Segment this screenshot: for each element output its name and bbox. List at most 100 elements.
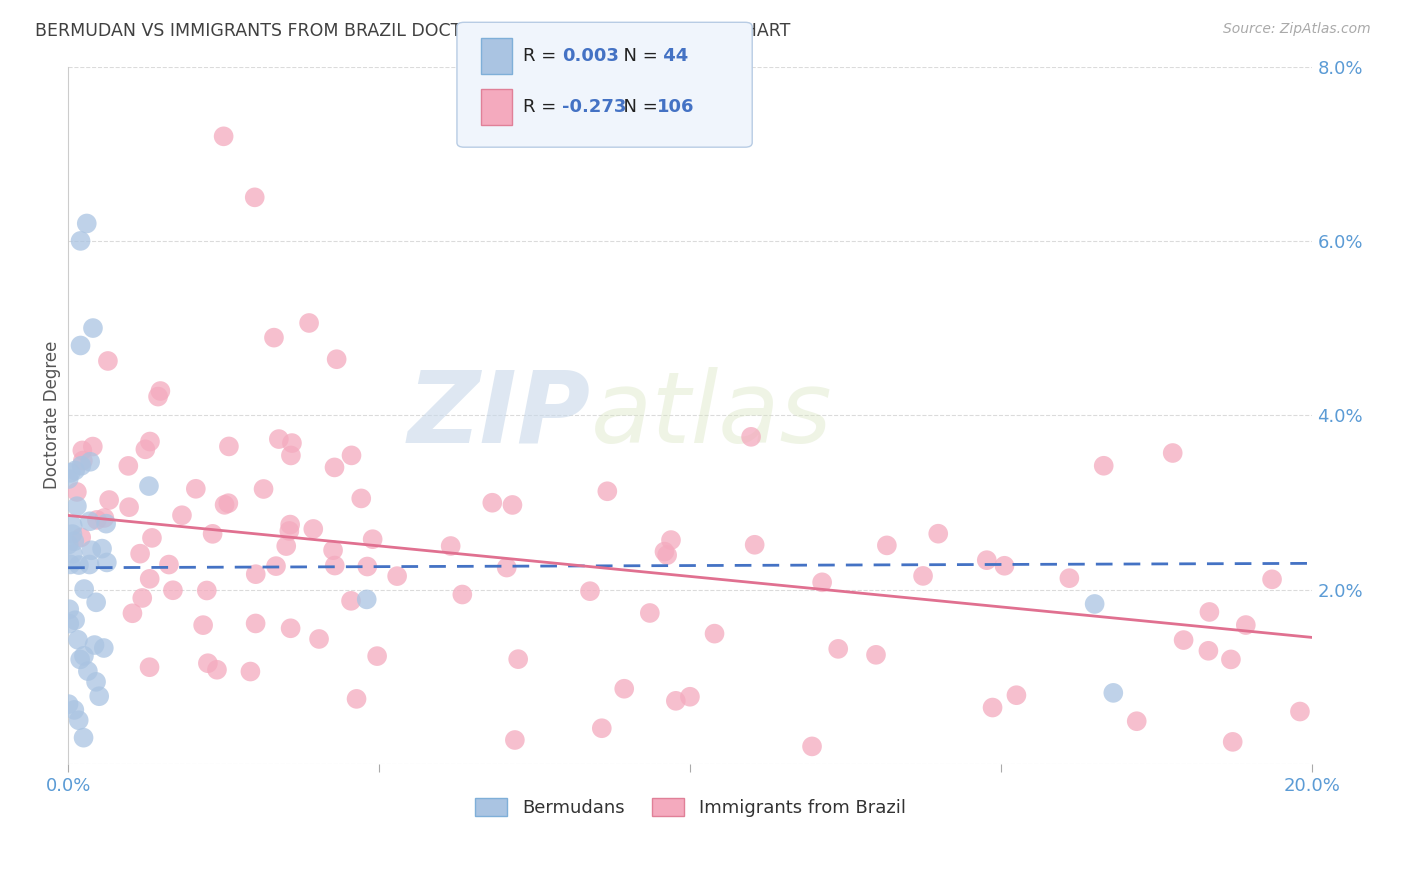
Point bbox=[361, 532, 384, 546]
Point bbox=[1234, 618, 1257, 632]
Point bbox=[94, 516, 117, 531]
Point bbox=[927, 526, 949, 541]
Point bbox=[278, 524, 301, 538]
Point bbox=[1173, 633, 1195, 648]
Point bbox=[280, 449, 302, 463]
Point bbox=[69, 652, 91, 666]
Text: BERMUDAN VS IMMIGRANTS FROM BRAZIL DOCTORATE DEGREE CORRELATION CHART: BERMUDAN VS IMMIGRANTS FROM BRAZIL DOCTO… bbox=[35, 22, 790, 40]
Point bbox=[503, 733, 526, 747]
Point bbox=[218, 439, 240, 453]
Point bbox=[579, 584, 602, 599]
Point bbox=[162, 583, 184, 598]
Point bbox=[239, 665, 262, 679]
Point bbox=[89, 690, 111, 704]
Point bbox=[79, 455, 101, 469]
Point bbox=[63, 463, 86, 477]
Point bbox=[77, 664, 100, 678]
Point bbox=[276, 539, 298, 553]
Point bbox=[323, 460, 346, 475]
Point bbox=[827, 641, 849, 656]
Point bbox=[70, 458, 93, 473]
Point bbox=[62, 527, 84, 541]
Legend: Bermudans, Immigrants from Brazil: Bermudans, Immigrants from Brazil bbox=[468, 790, 912, 824]
Point bbox=[72, 453, 94, 467]
Point bbox=[323, 558, 346, 573]
Point bbox=[131, 591, 153, 605]
Point bbox=[82, 321, 104, 335]
Point bbox=[1125, 714, 1147, 729]
Point bbox=[1161, 446, 1184, 460]
Text: 106: 106 bbox=[657, 98, 695, 116]
Point bbox=[811, 575, 834, 590]
Point bbox=[1005, 688, 1028, 702]
Point bbox=[1102, 686, 1125, 700]
Point bbox=[138, 572, 160, 586]
Point bbox=[201, 526, 224, 541]
Point bbox=[278, 517, 301, 532]
Point bbox=[79, 558, 101, 572]
Point bbox=[70, 530, 93, 544]
Point bbox=[657, 548, 679, 562]
Point bbox=[72, 731, 94, 745]
Y-axis label: Doctorate Degree: Doctorate Degree bbox=[44, 341, 60, 490]
Point bbox=[118, 500, 141, 515]
Point bbox=[591, 721, 613, 735]
Point bbox=[97, 354, 120, 368]
Point bbox=[281, 436, 304, 450]
Point bbox=[184, 482, 207, 496]
Point bbox=[346, 691, 368, 706]
Point bbox=[205, 663, 228, 677]
Point bbox=[385, 569, 408, 583]
Point bbox=[93, 640, 115, 655]
Point bbox=[91, 541, 114, 556]
Point bbox=[744, 538, 766, 552]
Point bbox=[1092, 458, 1115, 473]
Point bbox=[217, 496, 239, 510]
Point bbox=[58, 537, 80, 551]
Point bbox=[58, 616, 80, 631]
Point bbox=[340, 594, 363, 608]
Text: Source: ZipAtlas.com: Source: ZipAtlas.com bbox=[1223, 22, 1371, 37]
Text: N =: N = bbox=[612, 98, 664, 116]
Point bbox=[325, 352, 347, 367]
Point bbox=[350, 491, 373, 506]
Point bbox=[73, 648, 96, 663]
Point bbox=[129, 547, 152, 561]
Point bbox=[67, 558, 90, 572]
Point bbox=[69, 338, 91, 352]
Point bbox=[280, 621, 302, 635]
Point bbox=[84, 674, 107, 689]
Point bbox=[98, 493, 121, 508]
Point bbox=[865, 648, 887, 662]
Point bbox=[82, 440, 104, 454]
Point bbox=[665, 694, 688, 708]
Point bbox=[252, 482, 274, 496]
Point bbox=[876, 538, 898, 552]
Point bbox=[440, 539, 463, 553]
Point bbox=[596, 484, 619, 499]
Point bbox=[740, 430, 762, 444]
Point bbox=[1198, 605, 1220, 619]
Point bbox=[79, 514, 101, 528]
Point bbox=[263, 331, 285, 345]
Text: 0.003: 0.003 bbox=[562, 47, 619, 65]
Point bbox=[59, 466, 82, 480]
Text: ZIP: ZIP bbox=[408, 367, 591, 464]
Text: -0.273: -0.273 bbox=[562, 98, 627, 116]
Point bbox=[340, 449, 363, 463]
Text: R =: R = bbox=[523, 47, 562, 65]
Point bbox=[72, 443, 94, 458]
Point bbox=[195, 583, 218, 598]
Point bbox=[76, 217, 98, 231]
Point bbox=[993, 558, 1015, 573]
Point bbox=[149, 384, 172, 398]
Point bbox=[912, 569, 935, 583]
Point bbox=[84, 595, 107, 609]
Point bbox=[121, 607, 143, 621]
Point bbox=[495, 560, 517, 574]
Point bbox=[212, 129, 235, 144]
Point bbox=[63, 613, 86, 627]
Point bbox=[96, 556, 118, 570]
Point bbox=[58, 602, 80, 616]
Point bbox=[58, 697, 80, 711]
